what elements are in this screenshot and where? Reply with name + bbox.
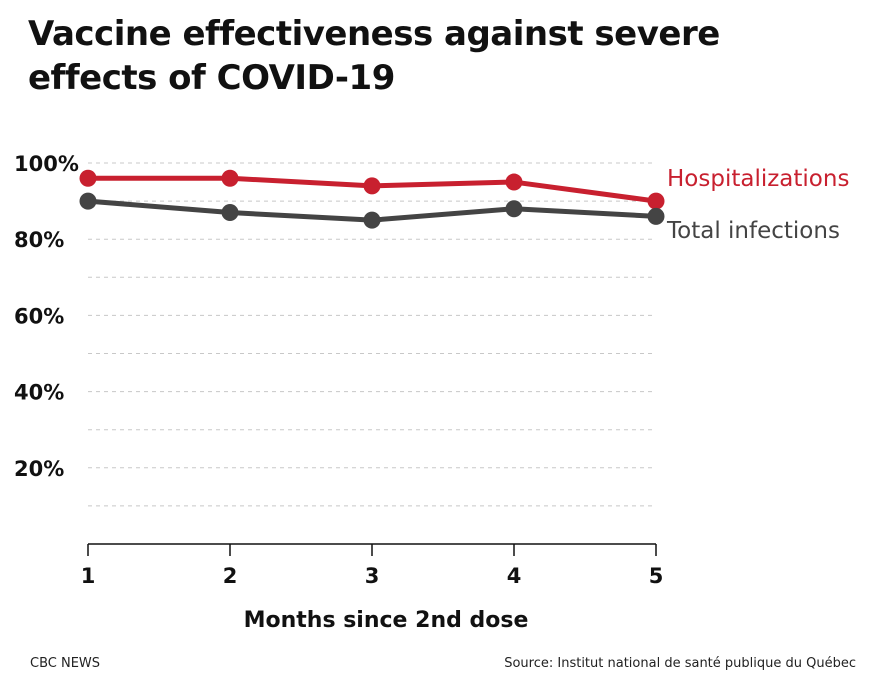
series-points <box>79 169 665 229</box>
brand-footer: CBC NEWS <box>30 656 101 671</box>
series-label-hospitalizations: Hospitalizations <box>667 166 849 192</box>
y-tick-label-80: 80% <box>14 228 64 252</box>
chart-title: Vaccine effectiveness against severe eff… <box>28 14 720 98</box>
x-tick-label-1: 1 <box>81 564 96 588</box>
series-label-total-infections: Total infections <box>666 218 840 244</box>
data-point-total-infections-2 <box>221 204 239 222</box>
data-point-hospitalizations-1 <box>79 169 97 187</box>
data-point-total-infections-4 <box>505 200 523 218</box>
x-tick-label-4: 4 <box>507 564 522 588</box>
y-tick-label-20: 20% <box>14 457 64 481</box>
x-axis: 1 2 3 4 5 <box>81 543 664 588</box>
data-point-hospitalizations-5 <box>647 192 665 210</box>
series-labels: Hospitalizations Total infections <box>666 166 849 244</box>
source-footer: Source: Institut national de santé publi… <box>504 656 856 671</box>
x-axis-title: Months since 2nd dose <box>244 608 529 633</box>
gridlines <box>88 162 656 507</box>
y-tick-label-100: 100% <box>14 152 79 176</box>
x-tick-label-3: 3 <box>365 564 380 588</box>
x-tick-label-5: 5 <box>649 564 664 588</box>
data-point-total-infections-5 <box>647 207 665 225</box>
y-tick-label-40: 40% <box>14 381 64 405</box>
data-point-hospitalizations-3 <box>363 177 381 195</box>
data-point-total-infections-3 <box>363 211 381 229</box>
data-point-hospitalizations-2 <box>221 169 239 187</box>
data-point-hospitalizations-4 <box>505 173 523 191</box>
y-axis-ticks: 20% 40% 60% 80% 100% <box>14 152 79 481</box>
x-tick-label-2: 2 <box>223 564 238 588</box>
data-point-total-infections-1 <box>79 192 97 210</box>
y-tick-label-60: 60% <box>14 304 64 328</box>
